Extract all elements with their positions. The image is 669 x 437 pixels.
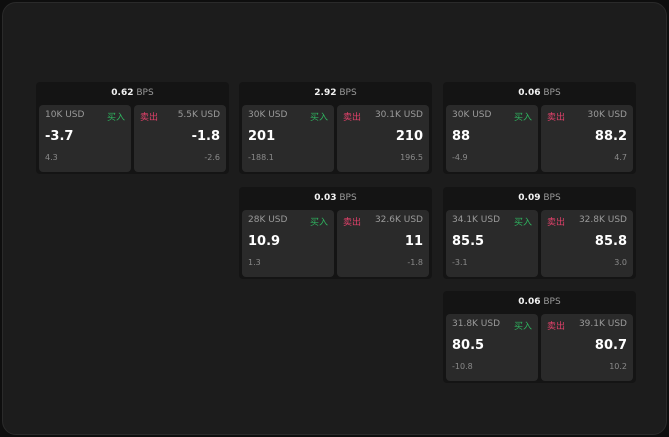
sell-label: 卖出 [547, 218, 566, 228]
buy-panel[interactable]: 30K USD 买入 88 -4.9 [446, 105, 538, 172]
sell-size: 32.8K USD [578, 215, 627, 225]
sell-change: -2.6 [204, 153, 220, 162]
buy-panel[interactable]: 28K USD 买入 10.9 1.3 [242, 210, 334, 277]
sell-price: 11 [404, 234, 423, 249]
sell-label: 卖出 [343, 113, 362, 123]
sell-panel[interactable]: 卖出 32.8K USD 85.8 3.0 [541, 210, 633, 277]
sell-panel[interactable]: 卖出 30K USD 88.2 4.7 [541, 105, 633, 172]
buy-size: 10K USD [45, 110, 85, 120]
buy-panel[interactable]: 31.8K USD 买入 80.5 -10.8 [446, 314, 538, 381]
buy-label: 买入 [513, 322, 532, 332]
spread-value: 2.92 [314, 88, 337, 98]
spread-unit: BPS [339, 88, 357, 98]
buy-price: -3.7 [45, 129, 74, 144]
sell-size: 30K USD [587, 110, 627, 120]
sell-price: 85.8 [594, 234, 627, 249]
buy-change: 1.3 [248, 258, 261, 267]
spread-unit: BPS [543, 193, 561, 203]
sell-change: 3.0 [614, 258, 627, 267]
buy-price: 85.5 [452, 234, 485, 249]
spread-header: 0.03 BPS [239, 187, 432, 209]
spread-header: 0.09 BPS [443, 187, 636, 209]
sell-panel[interactable]: 卖出 39.1K USD 80.7 10.2 [541, 314, 633, 381]
spread-unit: BPS [543, 297, 561, 307]
sell-price: 210 [395, 129, 423, 144]
sell-size: 32.6K USD [374, 215, 423, 225]
spread-header: 2.92 BPS [239, 82, 432, 104]
buy-label: 买入 [309, 218, 328, 228]
buy-label: 买入 [513, 218, 532, 228]
buy-change: -10.8 [452, 362, 473, 371]
quote-card: 0.06 BPS 31.8K USD 买入 80.5 -10.8 卖出 39.1K … [443, 291, 636, 383]
buy-price: 88 [452, 129, 471, 144]
spread-header: 0.62 BPS [36, 82, 229, 104]
spread-unit: BPS [543, 88, 561, 98]
sell-price: 80.7 [594, 338, 627, 353]
sell-price: 88.2 [594, 129, 627, 144]
spread-unit: BPS [339, 193, 357, 203]
buy-panel[interactable]: 30K USD 买入 201 -188.1 [242, 105, 334, 172]
sell-change: -1.8 [407, 258, 423, 267]
sell-price: -1.8 [191, 129, 220, 144]
spread-header: 0.06 BPS [443, 291, 636, 313]
buy-size: 28K USD [248, 215, 288, 225]
buy-size: 31.8K USD [452, 319, 501, 329]
quote-card: 0.09 BPS 34.1K USD 买入 85.5 -3.1 卖出 32.8K U… [443, 187, 636, 279]
buy-label: 买入 [309, 113, 328, 123]
spread-value: 0.06 [518, 88, 541, 98]
buy-price: 10.9 [248, 234, 281, 249]
quote-card: 2.92 BPS 30K USD 买入 201 -188.1 卖出 30.1K US… [239, 82, 432, 174]
buy-label: 买入 [106, 113, 125, 123]
buy-label: 买入 [513, 113, 532, 123]
buy-price: 80.5 [452, 338, 485, 353]
spread-value: 0.62 [111, 88, 134, 98]
sell-label: 卖出 [343, 218, 362, 228]
buy-size: 30K USD [452, 110, 492, 120]
quote-card: 0.03 BPS 28K USD 买入 10.9 1.3 卖出 32.6K USD … [239, 187, 432, 279]
spread-value: 0.06 [518, 297, 541, 307]
sell-panel[interactable]: 卖出 30.1K USD 210 196.5 [337, 105, 429, 172]
buy-panel[interactable]: 10K USD 买入 -3.7 4.3 [39, 105, 131, 172]
buy-change: 4.3 [45, 153, 58, 162]
sell-label: 卖出 [547, 113, 566, 123]
sell-panel[interactable]: 卖出 32.6K USD 11 -1.8 [337, 210, 429, 277]
buy-price: 201 [248, 129, 276, 144]
sell-size: 5.5K USD [177, 110, 220, 120]
spread-value: 0.03 [314, 193, 337, 203]
sell-change: 10.2 [609, 362, 627, 371]
sell-label: 卖出 [140, 113, 159, 123]
buy-size: 30K USD [248, 110, 288, 120]
buy-panel[interactable]: 34.1K USD 买入 85.5 -3.1 [446, 210, 538, 277]
quote-card: 0.62 BPS 10K USD 买入 -3.7 4.3 卖出 5.5K USD -… [36, 82, 229, 174]
sell-label: 卖出 [547, 322, 566, 332]
buy-size: 34.1K USD [452, 215, 501, 225]
buy-change: -4.9 [452, 153, 468, 162]
spread-unit: BPS [136, 88, 154, 98]
spread-header: 0.06 BPS [443, 82, 636, 104]
sell-size: 30.1K USD [374, 110, 423, 120]
buy-change: -188.1 [248, 153, 274, 162]
buy-change: -3.1 [452, 258, 468, 267]
sell-change: 4.7 [614, 153, 627, 162]
sell-size: 39.1K USD [578, 319, 627, 329]
quote-card: 0.06 BPS 30K USD 买入 88 -4.9 卖出 30K USD 88.… [443, 82, 636, 174]
sell-change: 196.5 [400, 153, 423, 162]
sell-panel[interactable]: 卖出 5.5K USD -1.8 -2.6 [134, 105, 226, 172]
spread-value: 0.09 [518, 193, 541, 203]
